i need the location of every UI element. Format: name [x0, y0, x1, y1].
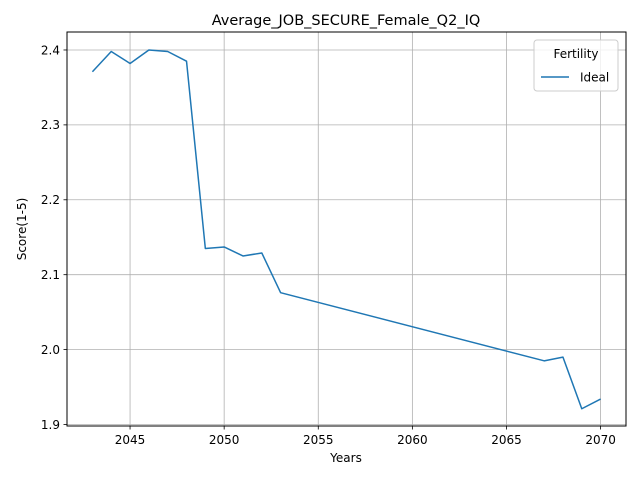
axis-ticks: 2045 2050 2055 2060 2065 2070 1.9 2.0 2.1 2.2 2.3 2…	[41, 43, 616, 447]
x-tick-label: 2065	[491, 433, 522, 447]
x-tick-label: 2045	[115, 433, 146, 447]
x-tick-label: 2055	[303, 433, 334, 447]
series-layer	[91, 49, 601, 410]
y-tick-label: 2.1	[41, 268, 60, 282]
grid-lines	[67, 32, 626, 426]
y-axis-label: Score(1-5)	[15, 198, 29, 261]
y-tick-label: 2.4	[41, 43, 60, 57]
x-tick-label: 2050	[209, 433, 240, 447]
x-tick-label: 2070	[585, 433, 616, 447]
x-axis-label: Years	[329, 451, 362, 465]
legend-title: Fertility	[553, 47, 598, 61]
y-tick-label: 1.9	[41, 418, 60, 432]
legend-series-label: Ideal	[580, 71, 609, 85]
legend-box	[533, 39, 619, 92]
series-line-ideal	[91, 49, 601, 410]
y-tick-label: 2.0	[41, 343, 60, 357]
y-tick-label: 2.3	[41, 118, 60, 132]
y-tick-label: 2.2	[41, 193, 60, 207]
x-tick-label: 2060	[397, 433, 428, 447]
chart-title: Average_JOB_SECURE_Female_Q2_IQ	[212, 13, 481, 29]
plot-frame	[66, 31, 627, 427]
legend: Fertility Ideal	[533, 39, 619, 92]
